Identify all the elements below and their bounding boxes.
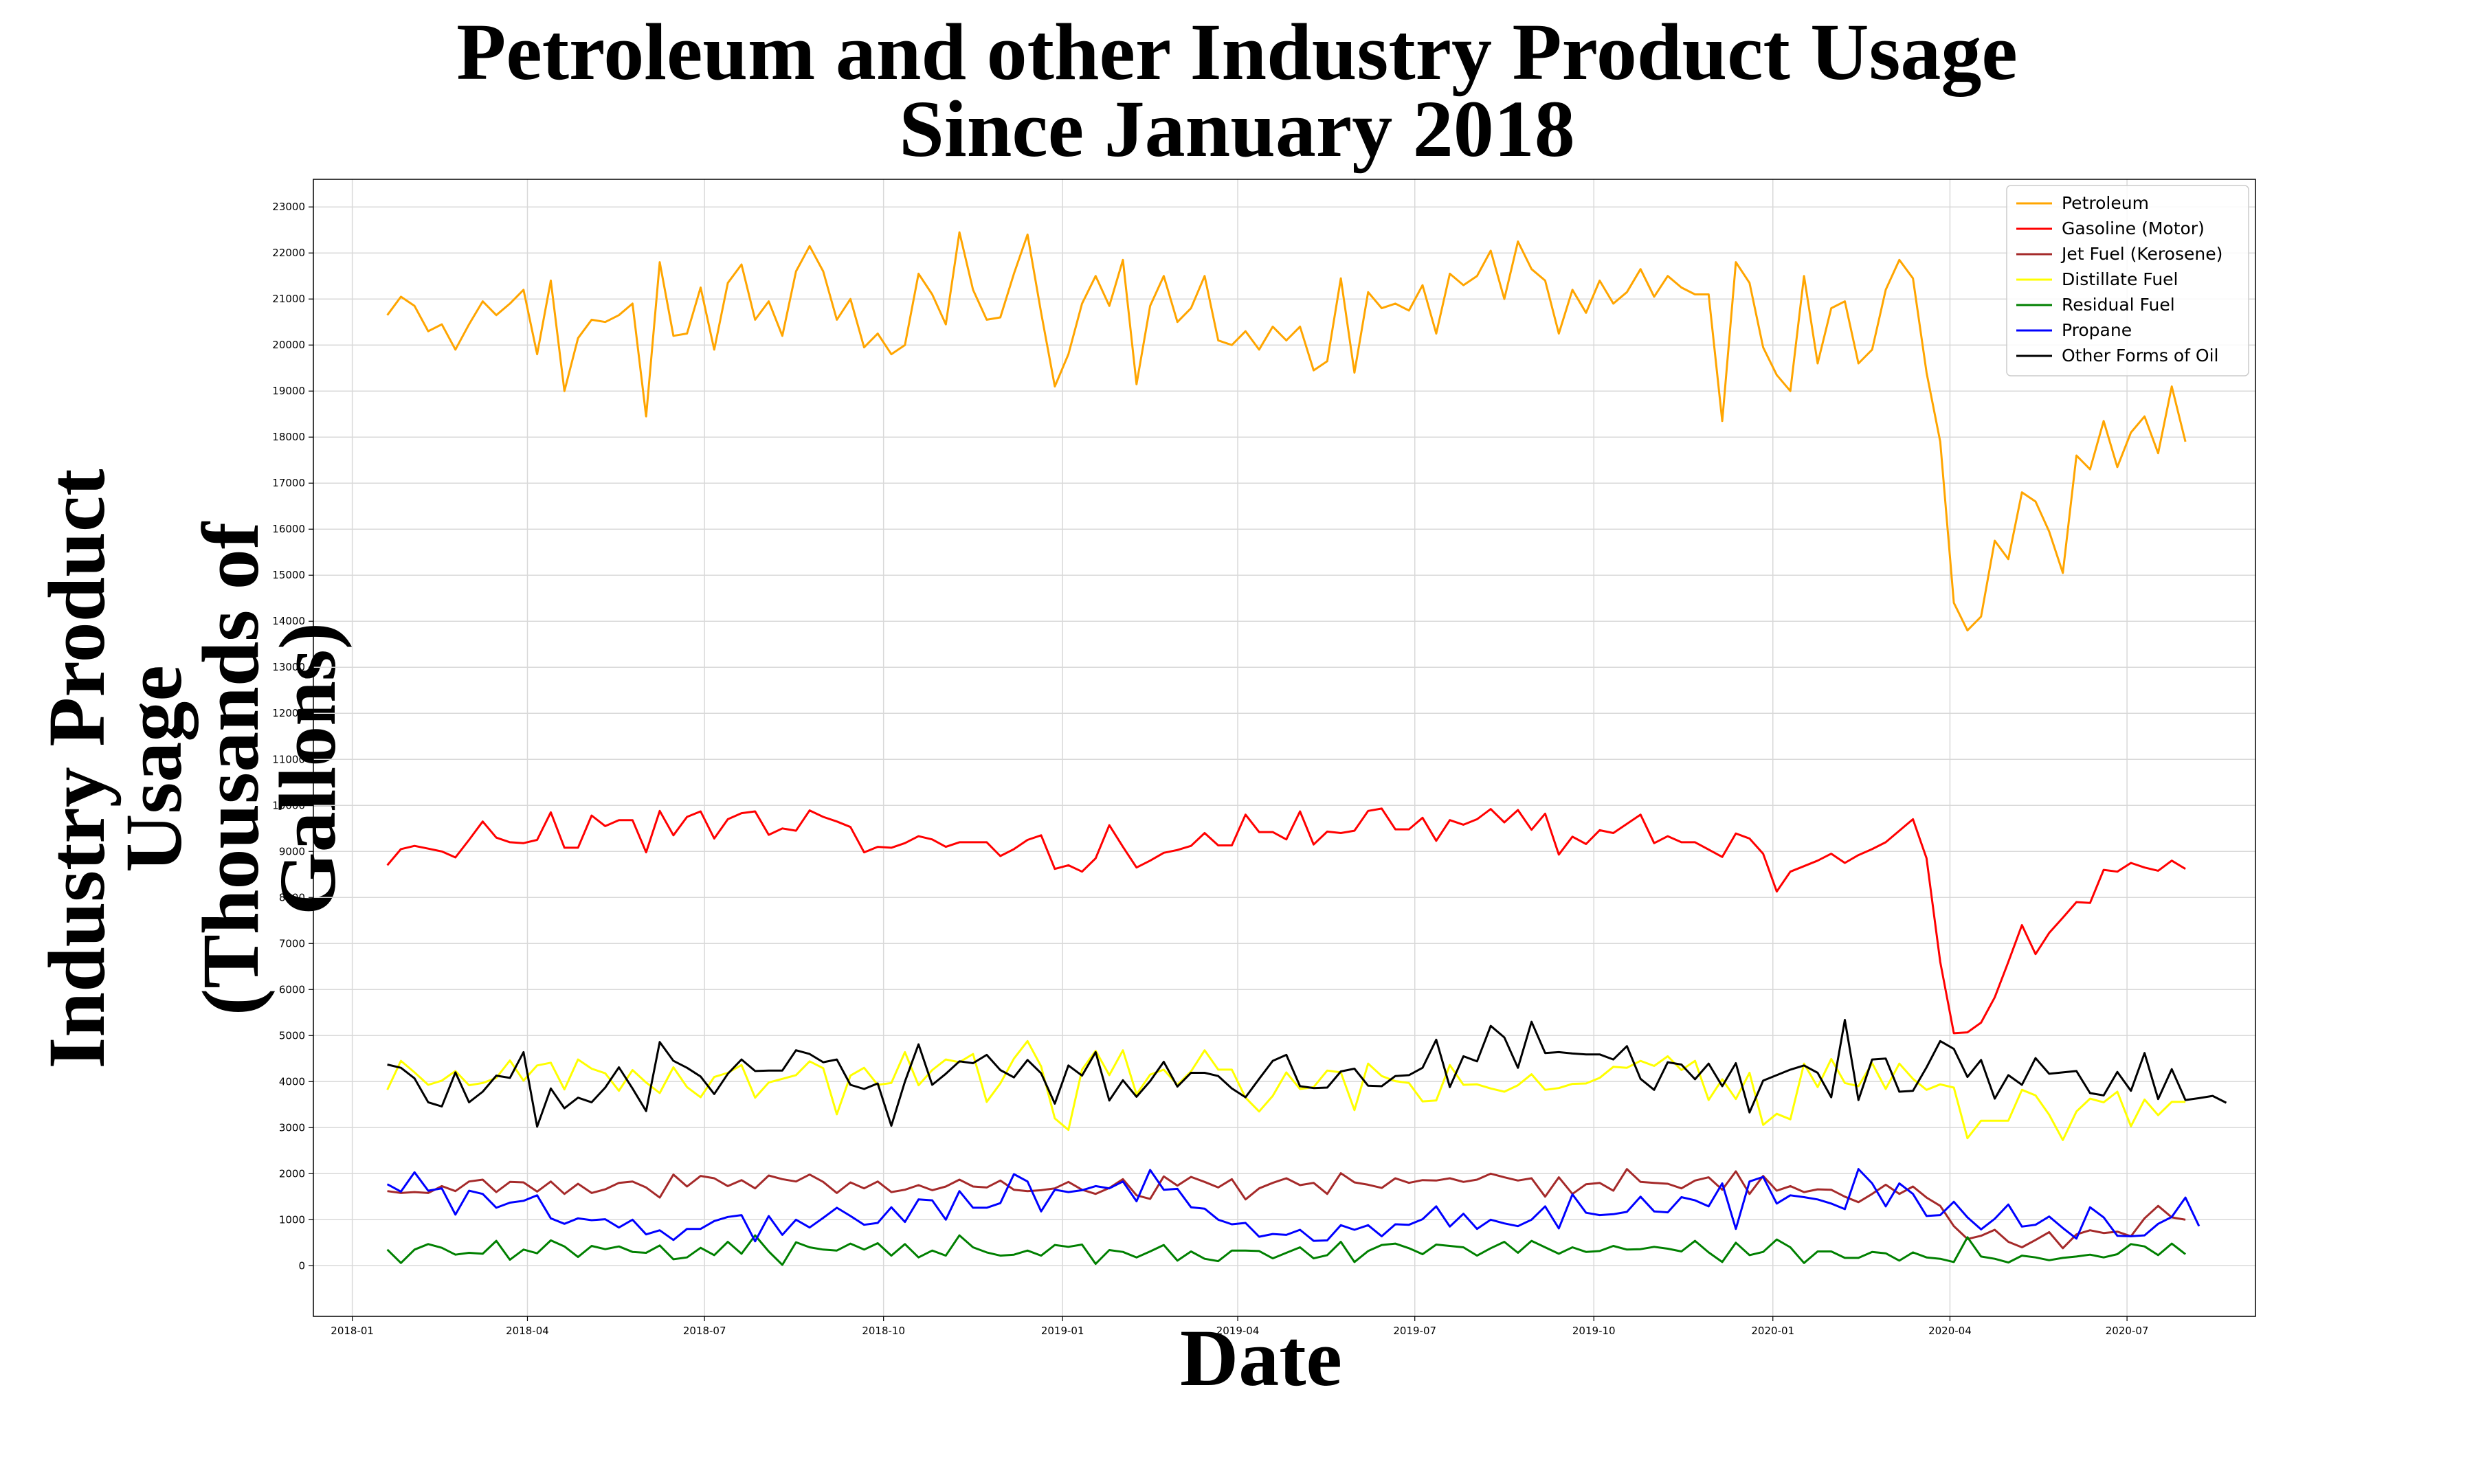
- chart-title: Petroleum and other Industry Product Usa…: [456, 7, 2018, 174]
- y-tick-label: 3000: [279, 1121, 305, 1134]
- y-tick-label: 13000: [272, 661, 305, 673]
- y-tick-label: 14000: [272, 615, 305, 627]
- legend: Petroleum Gasoline (Motor) Jet Fuel (Keros…: [2006, 185, 2249, 376]
- x-tick-label: 2019-04: [1216, 1325, 1260, 1337]
- x-tick-label: 2018-10: [862, 1325, 905, 1337]
- legend-label: Gasoline (Motor): [2062, 218, 2205, 238]
- legend-label: Petroleum: [2062, 193, 2149, 213]
- y-tick-label: 15000: [272, 569, 305, 581]
- x-tick-label: 2020-01: [1751, 1325, 1794, 1337]
- axis-ticks: 0 1000 2000 3000 4000 5000 6000 7000 8000 9000 100…: [272, 201, 2148, 1337]
- y-tick-label: 12000: [272, 707, 305, 719]
- legend-box: [2006, 185, 2249, 376]
- x-tick-label: 2019-01: [1041, 1325, 1084, 1337]
- y-tick-label: 23000: [272, 201, 305, 213]
- grid-lines: [313, 179, 2255, 1316]
- x-tick-label: 2019-07: [1393, 1325, 1436, 1337]
- y-tick-label: 0: [298, 1259, 305, 1272]
- legend-label: Jet Fuel (Kerosene): [2060, 244, 2222, 264]
- x-tick-label: 2019-10: [1572, 1325, 1616, 1337]
- legend-label: Other Forms of Oil: [2062, 346, 2219, 366]
- y-tick-label: 8000: [279, 891, 305, 903]
- y-tick-label: 10000: [272, 799, 305, 811]
- legend-label: Distillate Fuel: [2062, 269, 2178, 289]
- y-tick-label: 11000: [272, 753, 305, 765]
- series-line-6: [387, 1019, 2227, 1128]
- y-tick-label: 18000: [272, 431, 305, 443]
- y-tick-label: 4000: [279, 1075, 305, 1088]
- y-tick-label: 7000: [279, 937, 305, 949]
- y-tick-label: 2000: [279, 1167, 305, 1180]
- x-tick-label: 2020-04: [1928, 1325, 1972, 1337]
- y-tick-label: 5000: [279, 1029, 305, 1042]
- y-tick-label: 22000: [272, 247, 305, 259]
- plot-frame: [313, 179, 2256, 1317]
- legend-label: Residual Fuel: [2062, 295, 2175, 315]
- y-tick-label: 9000: [279, 845, 305, 857]
- y-tick-label: 17000: [272, 477, 305, 489]
- x-tick-label: 2018-04: [506, 1325, 549, 1337]
- y-tick-label: 1000: [279, 1213, 305, 1226]
- y-tick-label: 16000: [272, 523, 305, 535]
- series-line-3: [386, 1039, 2186, 1141]
- x-axis-title: Date: [1180, 1313, 1342, 1403]
- series-line-1: [386, 807, 2186, 1035]
- series-lines: [386, 231, 2227, 1266]
- x-tick-label: 2018-01: [331, 1325, 374, 1337]
- series-line-2: [387, 1168, 2186, 1250]
- x-tick-label: 2018-07: [683, 1325, 726, 1337]
- series-line-0: [386, 231, 2187, 632]
- x-tick-label: 2020-07: [2106, 1325, 2149, 1337]
- legend-label: Propane: [2062, 320, 2132, 340]
- series-line-4: [386, 1234, 2187, 1266]
- y-tick-label: 6000: [279, 983, 305, 996]
- y-tick-label: 19000: [272, 385, 305, 397]
- series-line-5: [386, 1168, 2200, 1243]
- y-tick-label: 21000: [272, 293, 305, 305]
- y-tick-label: 20000: [272, 339, 305, 351]
